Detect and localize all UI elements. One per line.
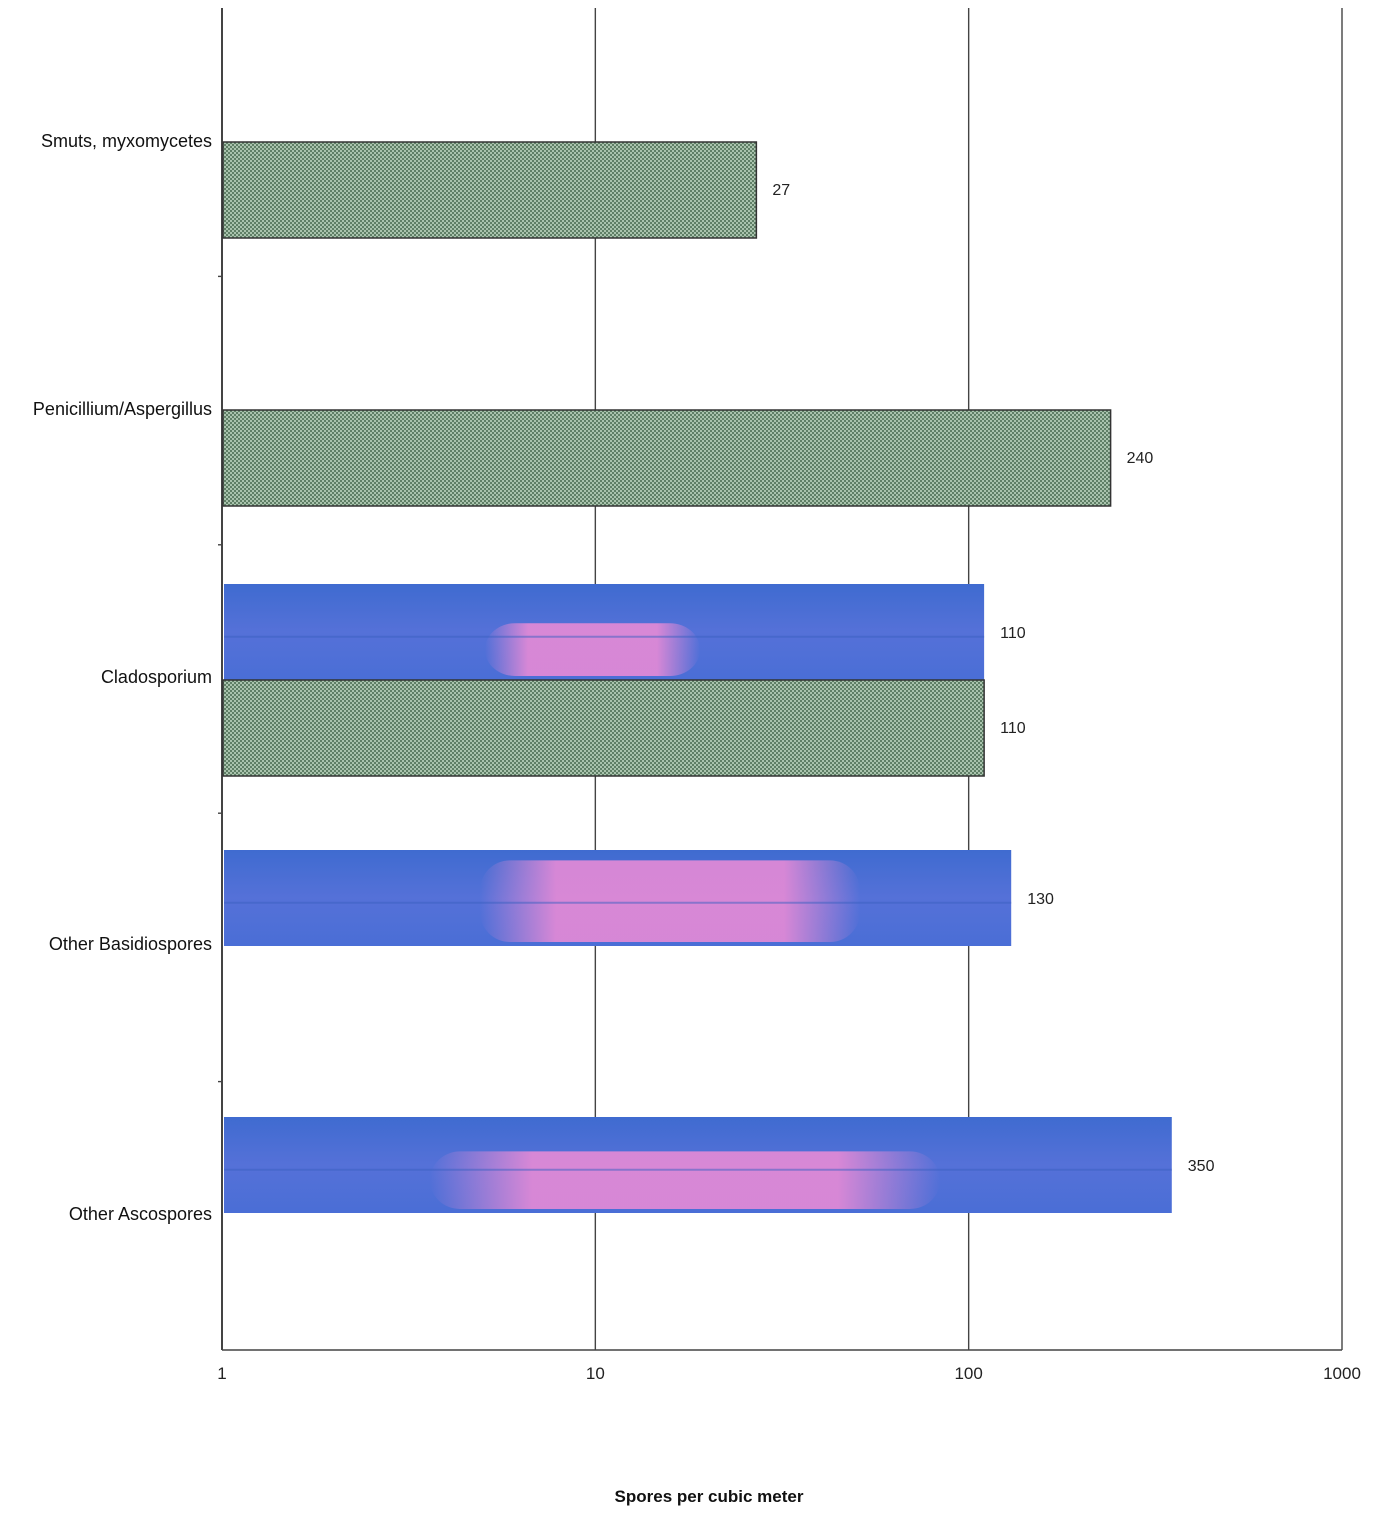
bar-green xyxy=(222,679,985,777)
x-tick-label-100: 100 xyxy=(954,1364,982,1383)
category-label: Smuts, myxomycetes xyxy=(41,131,212,151)
data-label: 110 xyxy=(1000,720,1026,737)
x-tick-label-1: 1 xyxy=(217,1364,226,1383)
bar-blue xyxy=(224,850,1012,946)
category-label: Other Ascospores xyxy=(69,1204,212,1224)
bar-green xyxy=(222,141,758,239)
x-axis-title: Spores per cubic meter xyxy=(615,1487,804,1506)
bar-blue-highlight xyxy=(485,623,700,676)
x-tick-label-1000: 1000 xyxy=(1323,1364,1361,1383)
data-label: 350 xyxy=(1188,1158,1215,1175)
bar-blue-highlight xyxy=(430,1151,940,1209)
bars-layer xyxy=(222,141,1172,1213)
bar-green xyxy=(222,409,1112,507)
category-label: Cladosporium xyxy=(101,667,212,687)
data-label: 110 xyxy=(1000,625,1026,642)
data-label: 240 xyxy=(1127,450,1154,467)
bar-blue xyxy=(224,1117,1172,1213)
bar-blue xyxy=(224,584,985,680)
x-tick-label-10: 10 xyxy=(586,1364,605,1383)
bar-blue-highlight xyxy=(480,860,860,942)
data-label: 27 xyxy=(772,182,790,199)
category-label: Penicillium/Aspergillus xyxy=(33,399,212,419)
data-label: 130 xyxy=(1027,891,1054,908)
category-label: Other Basidiospores xyxy=(49,934,212,954)
